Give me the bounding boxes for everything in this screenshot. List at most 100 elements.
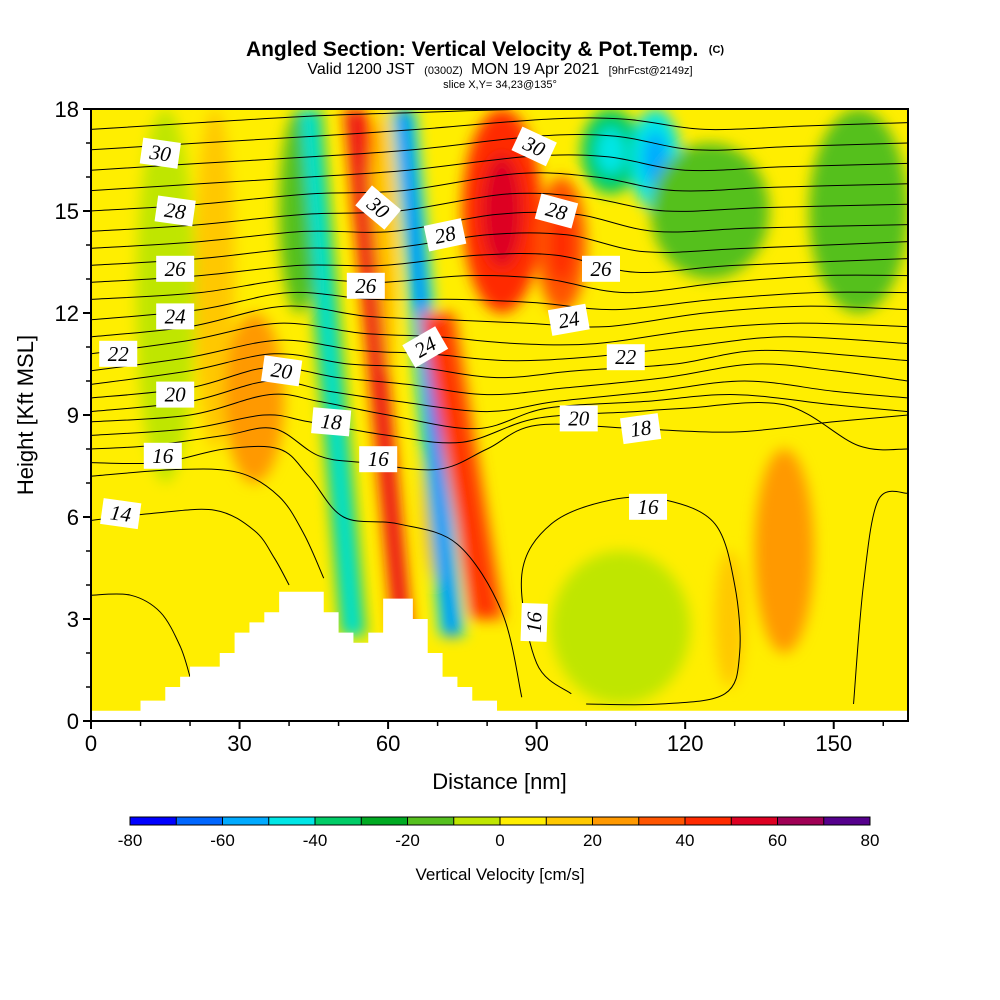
x-tick-label: 90 (524, 731, 548, 756)
contour-label: 22 (606, 344, 645, 371)
theta-contour-26 (91, 252, 908, 283)
contour-label-box (156, 303, 195, 330)
contour-label-text: 26 (591, 257, 613, 281)
contour-label-box (346, 272, 385, 299)
subtitle-date: MON 19 Apr 2021 (471, 61, 599, 78)
contour-label-text: 28 (163, 198, 188, 225)
colorbar-tick-label: 80 (861, 831, 880, 850)
subtitle-valid-time: Valid 1200 JST (307, 61, 415, 78)
contour-label-box (143, 442, 182, 469)
colorbar-tick-label: -60 (210, 831, 235, 850)
theta-contour-23 (91, 305, 908, 338)
theta-contour-28 (91, 211, 908, 249)
velocity-cell (714, 551, 745, 687)
terrain-mask (91, 591, 908, 721)
contour-label-text: 20 (568, 406, 590, 430)
contour-label-box (423, 218, 467, 252)
theta-contour-20 (91, 363, 908, 399)
colorbar-swatch (638, 817, 686, 825)
contour-label-box (606, 344, 645, 371)
theta-contour-25 (91, 274, 908, 300)
colorbar-swatch (546, 817, 593, 825)
theta-contour-16 (520, 496, 741, 706)
colorbar-swatch (823, 817, 871, 825)
y-tick-label: 12 (55, 301, 79, 326)
velocity-field (91, 109, 908, 721)
ascending-band-1-core (348, 109, 408, 636)
colorbar-swatch (592, 817, 640, 825)
contour-label-text: 30 (147, 140, 173, 167)
velocity-cell-core (482, 154, 522, 268)
plot-area: 3028262422201614302826242018163028262422… (91, 109, 908, 721)
colorbar: -80 -60 -40 -20 0 20 40 60 80 (118, 816, 880, 850)
chart-title-text: Angled Section: Vertical Velocity & Pot.… (246, 38, 698, 61)
colorbar-swatch (176, 817, 223, 825)
theta-contour-16 (91, 445, 523, 698)
velocity-cell (808, 109, 908, 313)
theta-contour-27 (91, 232, 908, 266)
contour-label-box (261, 355, 303, 387)
chart-title-unit: (C) (709, 44, 725, 56)
velocity-cell-core (596, 128, 626, 175)
y-tick-label: 9 (67, 403, 79, 428)
contour-label-text: 18 (320, 409, 344, 435)
theta-contour-28-5 (91, 192, 908, 232)
contour-label-text: 20 (270, 357, 295, 384)
theta-contour-17 (91, 414, 908, 471)
contour-label-box (311, 407, 352, 437)
contour-label: 16 (520, 602, 548, 642)
contour-labels: 3028262422201614302826242018163028262422… (99, 126, 668, 642)
contour-label-text: 24 (165, 304, 187, 328)
theta-contour-18-5 (91, 393, 908, 430)
colorbar-swatch (222, 817, 270, 825)
x-axis-label: Distance [nm] (432, 769, 567, 794)
theta-contour-31 (91, 117, 908, 151)
contour-label: 14 (100, 498, 142, 530)
contour-label-box (619, 413, 662, 445)
y-tick-label: 0 (67, 709, 79, 734)
colorbar-tick-label: -40 (303, 831, 328, 850)
contour-label-text: 22 (108, 342, 130, 366)
theta-contour-29 (91, 172, 908, 212)
contour-label-text: 20 (165, 383, 187, 407)
colorbar-label: Vertical Velocity [cm/s] (415, 865, 584, 884)
contour-label-box (559, 405, 598, 432)
colorbar-swatch (453, 817, 501, 825)
theta-contour-20-5 (91, 349, 908, 385)
theta-contour-22 (91, 322, 908, 355)
contour-label: 28 (534, 193, 579, 229)
y-tick-label: 15 (55, 199, 79, 224)
y-axis: 0 3 6 9 12 15 18 (55, 97, 91, 734)
colorbar-swatch (130, 817, 177, 825)
colorbar-tick-label: 60 (768, 831, 787, 850)
contour-label: 18 (619, 413, 662, 445)
contour-label-box (99, 340, 138, 367)
contour-label: 26 (346, 272, 385, 299)
contour-label-text: 24 (556, 306, 581, 333)
contour-label: 24 (156, 303, 195, 330)
contour-label-text: 16 (152, 444, 174, 468)
chart-subtitle: Valid 1200 JST (0300Z) MON 19 Apr 2021 [… (307, 61, 692, 78)
contour-label: 30 (139, 137, 181, 169)
subtitle-forecast: [9hrFcst@2149z] (609, 65, 693, 77)
velocity-cell (650, 143, 770, 279)
x-tick-label: 60 (376, 731, 400, 756)
theta-contour-16 (853, 490, 908, 705)
x-tick-label: 150 (815, 731, 852, 756)
contour-label-text: 14 (109, 500, 134, 527)
colorbar-tick-label: 20 (583, 831, 602, 850)
colorbar-swatch (500, 817, 547, 825)
contour-label-box (582, 255, 621, 282)
theta-contour-19 (91, 380, 908, 413)
chart-title: Angled Section: Vertical Velocity & Pot.… (246, 38, 724, 61)
contour-label-text: 16 (368, 447, 390, 471)
y-tick-label: 6 (67, 505, 79, 530)
x-tick-label: 0 (85, 731, 97, 756)
colorbar-tick-label: -20 (395, 831, 420, 850)
colorbar-tick-label: -80 (118, 831, 143, 850)
contour-label: 24 (547, 303, 590, 336)
colorbar-swatch (685, 817, 732, 825)
slice-label: slice X,Y= 34,23@135° (443, 79, 557, 91)
contour-label: 20 (156, 381, 195, 408)
